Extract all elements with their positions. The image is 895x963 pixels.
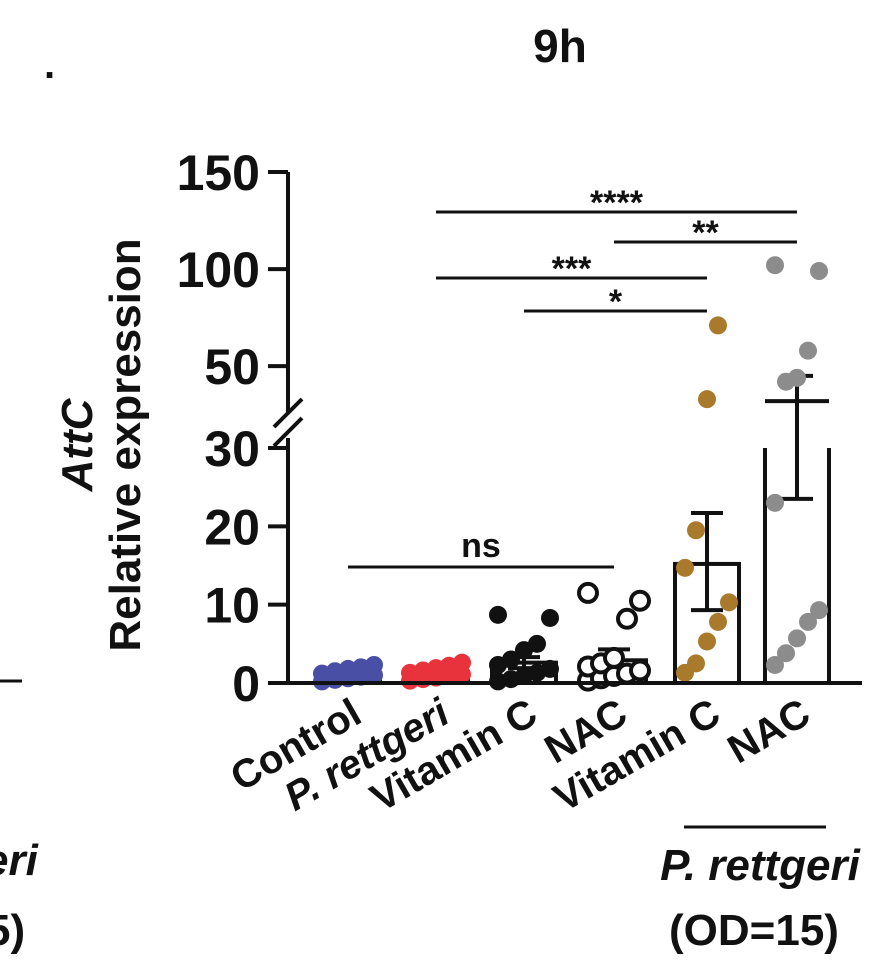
group-sublabel: (OD=15) xyxy=(669,906,839,955)
data-point-5-1 xyxy=(777,644,795,663)
data-point-4-5 xyxy=(676,558,694,577)
y-tick-label-2: 20 xyxy=(204,499,260,555)
data-point-3-9 xyxy=(629,589,651,612)
y-tick-label-3: 30 xyxy=(204,421,260,477)
group-label: P. rettgeri xyxy=(660,841,860,890)
y-axis-label: Relative expression xyxy=(101,238,150,651)
chart-title: 9h xyxy=(533,20,587,72)
data-point-2-10 xyxy=(489,605,507,624)
y-axis: 0 10 20 30 50 100 150 xyxy=(177,145,862,712)
side-fragment-1: eri xyxy=(0,836,39,885)
data-point-4-2 xyxy=(698,632,716,651)
data-point-4-8 xyxy=(709,316,727,335)
data-point-3-8 xyxy=(616,607,638,630)
data-point-3-4 xyxy=(629,659,651,682)
bars-layer xyxy=(314,399,831,686)
data-point-5-2 xyxy=(788,629,806,648)
data-point-3-10 xyxy=(577,581,599,604)
bar-5-lower xyxy=(763,448,831,683)
data-point-5-7 xyxy=(788,368,806,387)
data-point-2-9 xyxy=(541,608,559,627)
significance-label-1: ** xyxy=(692,214,719,252)
significance-label-2: *** xyxy=(552,250,592,288)
significance-layer: **********ns xyxy=(348,184,797,569)
y-tick-label-0: 0 xyxy=(232,656,260,712)
significance-label-0: **** xyxy=(590,184,644,222)
data-point-4-6 xyxy=(687,521,705,540)
data-point-5-3 xyxy=(799,612,817,631)
y-tick-label-5: 100 xyxy=(177,242,260,298)
axis-break-mark-low xyxy=(272,416,304,448)
data-point-2-8 xyxy=(528,634,546,653)
data-point-5-10 xyxy=(766,256,784,275)
data-point-5-5 xyxy=(766,493,784,512)
side-fragment-2: 5) xyxy=(0,906,25,955)
data-point-5-4 xyxy=(810,601,828,620)
data-point-3-7 xyxy=(603,646,625,669)
data-point-5-0 xyxy=(766,655,784,674)
data-point-4-3 xyxy=(709,612,727,631)
data-point-0-9 xyxy=(365,655,383,674)
data-point-4-4 xyxy=(720,593,738,612)
y-axis-label-gene: AttC xyxy=(53,397,102,492)
data-point-1-9 xyxy=(453,653,471,672)
significance-label-3: * xyxy=(609,283,623,321)
y-tick-label-6: 150 xyxy=(177,145,260,201)
data-point-2-6 xyxy=(502,650,520,669)
data-point-4-7 xyxy=(698,390,716,409)
side-fragment-dot: . xyxy=(44,43,55,87)
points-layer xyxy=(313,256,828,692)
x-tick-label-5: NAC xyxy=(720,691,817,772)
data-point-2-4 xyxy=(541,659,559,678)
data-point-5-8 xyxy=(799,341,817,360)
data-point-5-9 xyxy=(810,262,828,281)
y-tick-label-1: 10 xyxy=(204,578,260,634)
y-tick-label-4: 50 xyxy=(204,339,260,395)
data-point-4-1 xyxy=(687,654,705,673)
axis-break-mark-high xyxy=(272,397,304,429)
significance-label-4: ns xyxy=(461,527,501,565)
